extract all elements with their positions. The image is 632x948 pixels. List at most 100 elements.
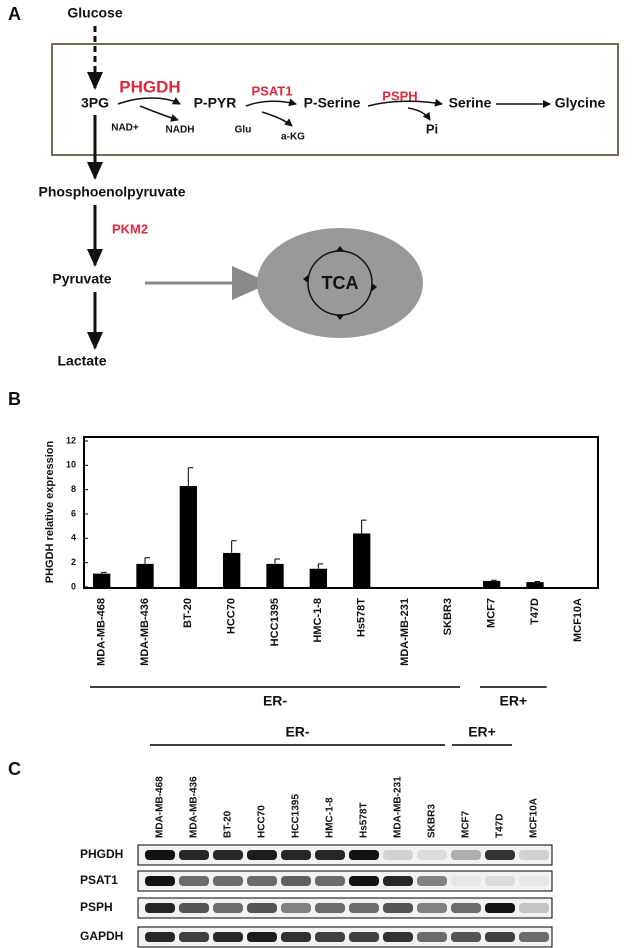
lane-label: MDA-MB-231 (393, 776, 404, 838)
arrow (261, 111, 293, 127)
band (383, 903, 413, 913)
group-label: ER+ (468, 724, 496, 740)
metabolite: P-Serine (304, 95, 361, 111)
band (417, 876, 447, 886)
bar (223, 552, 241, 587)
band (485, 932, 515, 942)
band (179, 903, 209, 913)
x-tick-label: HCC70 (226, 598, 238, 634)
x-tick-label: MDA-MB-231 (399, 598, 411, 666)
cofactor: Glu (235, 125, 252, 136)
error-bar (361, 519, 367, 534)
row-label: PSAT1 (80, 873, 118, 887)
lane-label: HCC70 (257, 805, 268, 838)
x-tick-label: MDA-MB-436 (139, 598, 151, 666)
band (281, 903, 311, 913)
lane-label: MDA-MB-436 (189, 776, 200, 838)
band (451, 932, 481, 942)
band (281, 932, 311, 942)
band (485, 903, 515, 913)
x-tick-label: Hs578T (356, 598, 368, 637)
arrow (139, 105, 179, 122)
band (349, 932, 379, 942)
pathway-box (51, 43, 619, 156)
y-tick-label: 12 (66, 435, 76, 445)
metabolite: 3PG (81, 95, 109, 111)
band (281, 876, 311, 886)
cofactor: Pi (426, 121, 438, 136)
group-label: ER+ (500, 693, 528, 709)
metabolite: Phosphoenolpyruvate (38, 184, 185, 200)
metabolite: Glycine (555, 95, 606, 111)
band (179, 876, 209, 886)
row-label: PSPH (80, 900, 113, 914)
arrow (245, 98, 297, 107)
arrowhead (232, 266, 270, 300)
y-tick-label: 2 (71, 557, 76, 567)
y-tick-label: 8 (71, 484, 76, 494)
band (145, 876, 175, 886)
band (145, 903, 175, 913)
metabolite: TCA (322, 273, 359, 293)
plot-frame (83, 436, 599, 589)
tca-cycle (257, 228, 423, 338)
panel-letter: A (8, 4, 21, 24)
x-tick-label: T47D (529, 598, 541, 625)
lane-label: MDA-MB-468 (155, 776, 166, 838)
enzyme: PSAT1 (252, 83, 293, 98)
arrow (407, 107, 431, 121)
error-bar (491, 579, 497, 581)
cofactor: a-KG (281, 132, 305, 143)
bar (93, 573, 111, 587)
band (213, 850, 243, 860)
error-bar (144, 557, 150, 564)
metabolite: Serine (449, 95, 492, 111)
row-label: PHGDH (80, 847, 123, 861)
lane-label: HCC1395 (291, 794, 302, 838)
lane-label: SKBR3 (427, 804, 438, 838)
band (247, 903, 277, 913)
y-tick-label: 0 (71, 581, 76, 591)
y-axis-label: PHGDH relative expression (44, 440, 56, 583)
band (145, 932, 175, 942)
x-tick-label: HCC1395 (269, 598, 281, 646)
band (383, 876, 413, 886)
y-tick-label: 6 (71, 508, 76, 518)
enzyme: PHGDH (119, 77, 180, 96)
band (213, 903, 243, 913)
metabolite: Pyruvate (52, 271, 111, 287)
error-bar (231, 540, 237, 553)
enzyme: PKM2 (112, 221, 148, 236)
lane-label: Hs578T (359, 802, 370, 838)
band (519, 903, 549, 913)
group-label: ER- (285, 724, 309, 740)
metabolite: Lactate (57, 353, 106, 369)
error-bar (101, 571, 107, 574)
error-bar (274, 558, 280, 564)
bar (353, 533, 371, 587)
band (451, 903, 481, 913)
arrow (117, 97, 181, 105)
band (349, 876, 379, 886)
group-label: ER- (263, 693, 287, 709)
bar-chart: B PHGDH relative expression 0 2 4 6 8 10 12 MDA… (8, 389, 599, 709)
cofactor: NAD+ (111, 123, 139, 134)
panel-letter: B (8, 389, 21, 409)
band (349, 903, 379, 913)
band (383, 850, 413, 860)
band (247, 850, 277, 860)
band (451, 850, 481, 860)
x-tick-label: MCF7 (486, 598, 498, 628)
band (247, 876, 277, 886)
cofactor: NADH (166, 125, 195, 136)
band (179, 932, 209, 942)
x-tick-label: BT-20 (182, 598, 194, 628)
lane-label: MCF10A (529, 798, 540, 838)
band (519, 850, 549, 860)
band (315, 932, 345, 942)
band (213, 876, 243, 886)
x-tick-label: MCF10A (572, 598, 584, 642)
lane-label: HMC-1-8 (325, 797, 336, 838)
arrow (367, 98, 443, 107)
